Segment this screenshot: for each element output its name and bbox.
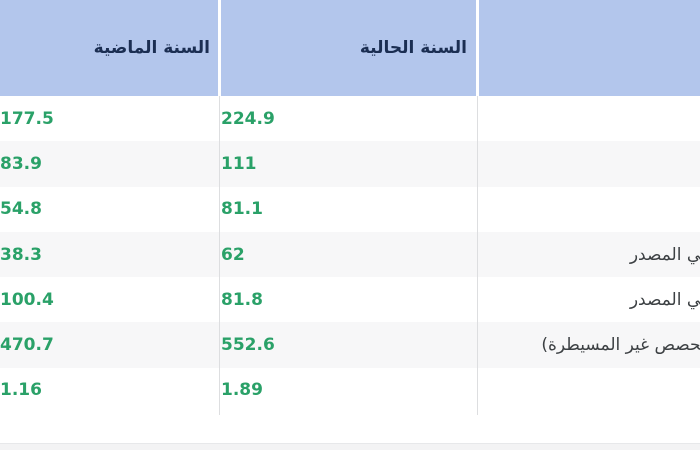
table-row: 1.89 1.16: [0, 368, 700, 413]
previous-year-value: 470.7: [0, 335, 54, 356]
row-label: ـي المصدر: [629, 244, 700, 265]
header-cell-row-labels: [479, 0, 700, 96]
table-row: ـي المصدر 81.8 100.4: [0, 277, 700, 322]
current-year-value: 552.6: [221, 335, 275, 356]
header-column-divider: [476, 0, 479, 96]
table-row: ـي المصدر 62 38.3: [0, 231, 700, 278]
current-year-value: 111: [221, 153, 257, 174]
row-label: [479, 96, 700, 141]
row-label: [479, 141, 700, 186]
row-label: [479, 368, 700, 413]
header-column-divider: [218, 0, 221, 96]
body-column-divider: [477, 96, 478, 415]
previous-year-value: 177.5: [0, 108, 54, 129]
row-label: ـي المصدر: [629, 289, 700, 310]
table-row: ـحصص غير المسيطرة) 552.6 470.7: [0, 322, 700, 368]
table-row: 224.9 177.5: [0, 96, 700, 141]
header-cell-previous-year: السنة الماضية: [93, 38, 210, 58]
table-body: 224.9 177.5 111 83.9 81.1 54.8 ـي المصدر…: [0, 96, 700, 415]
current-year-value: 62: [221, 244, 245, 265]
previous-year-value: 38.3: [0, 244, 42, 265]
table-row: 111 83.9: [0, 141, 700, 187]
current-year-value: 1.89: [221, 380, 263, 401]
current-year-value: 81.1: [221, 199, 263, 220]
current-year-value: 81.8: [221, 289, 263, 310]
row-label: ـحصص غير المسيطرة): [541, 335, 700, 356]
table-row: 81.1 54.8: [0, 187, 700, 232]
table-header-row: السنة الحالية السنة الماضية: [0, 0, 700, 96]
current-year-value: 224.9: [221, 108, 275, 129]
section-divider: [0, 443, 700, 450]
previous-year-value: 54.8: [0, 199, 42, 220]
previous-year-value: 83.9: [0, 153, 42, 174]
header-cell-current-year: السنة الحالية: [359, 38, 467, 58]
row-label: [479, 187, 700, 232]
previous-year-value: 1.16: [0, 380, 42, 401]
body-column-divider: [219, 96, 220, 415]
previous-year-value: 100.4: [0, 289, 54, 310]
